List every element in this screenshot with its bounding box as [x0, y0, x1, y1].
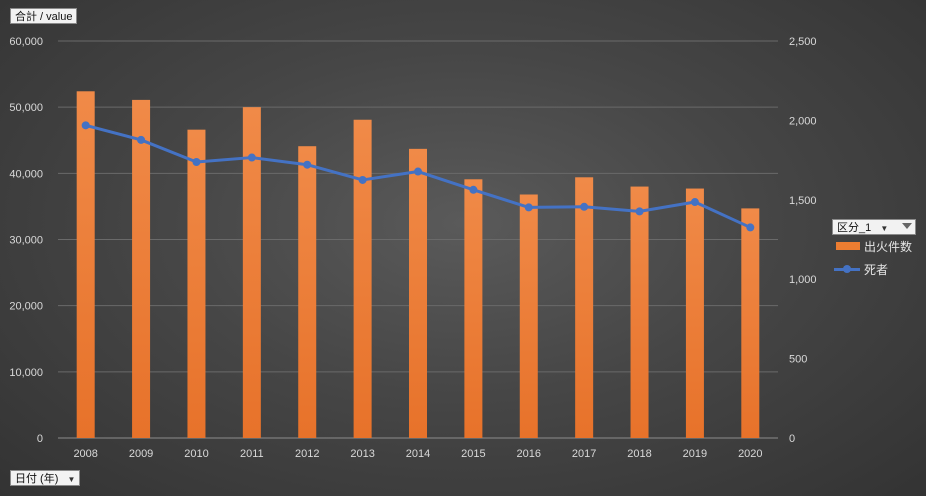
right-tick-label: 1,000: [789, 274, 817, 286]
x-tick-label: 2010: [184, 448, 208, 460]
x-tick-label: 2020: [738, 448, 762, 460]
dropdown-arrow-icon: ▼: [67, 475, 76, 484]
axis-field-button[interactable]: 日付 (年) ▼: [10, 470, 81, 486]
dropdown-arrow-icon: ▼: [880, 224, 889, 233]
legend-field-button[interactable]: 区分_1 ▼: [832, 219, 916, 235]
left-tick-label: 50,000: [9, 102, 43, 114]
point-2010: [192, 158, 201, 167]
bar-2009: [132, 99, 151, 438]
point-2015: [469, 185, 478, 194]
bar-2012: [298, 146, 317, 438]
left-tick-label: 30,000: [9, 235, 43, 247]
bar-2017: [575, 177, 594, 438]
x-tick-label: 2016: [517, 448, 541, 460]
right-axis-ticks: 0 500 1,000 1,500 2,000 2,500: [789, 36, 817, 445]
left-tick-label: 10,000: [9, 367, 43, 379]
bar-2015: [464, 179, 483, 438]
x-tick-label: 2019: [683, 448, 707, 460]
bar-2020: [741, 208, 760, 438]
bar-2011: [242, 107, 261, 439]
bar-2010: [187, 129, 206, 438]
x-tick-label: 2013: [350, 448, 374, 460]
x-tick-label: 2015: [461, 448, 485, 460]
point-2016: [524, 203, 533, 212]
x-tick-label: 2011: [240, 448, 264, 460]
bar-2013: [353, 119, 372, 438]
legend-label-fires: 出火件数: [864, 240, 913, 254]
right-tick-label: 2,500: [789, 36, 817, 48]
x-tick-label: 2008: [73, 448, 97, 460]
right-tick-label: 0: [789, 433, 795, 445]
x-tick-label: 2018: [627, 448, 651, 460]
x-axis-ticks: 2008 2009 2010 2011 2012 2013 2014 2015 2016 2017…: [73, 448, 762, 460]
x-tick-label: 2009: [129, 448, 153, 460]
point-2018: [635, 207, 644, 216]
bar-2016: [519, 194, 538, 438]
bar-2008: [76, 91, 95, 438]
bar-2019: [685, 188, 704, 438]
point-2009: [137, 135, 146, 144]
bar-series: [76, 91, 760, 439]
point-2019: [690, 198, 699, 207]
right-tick-label: 2,000: [789, 115, 817, 127]
point-2014: [414, 167, 422, 176]
marker-swatch-icon: [843, 265, 851, 273]
bar-swatch-icon: [836, 242, 860, 250]
x-tick-label: 2012: [295, 448, 319, 460]
left-tick-label: 20,000: [9, 301, 43, 313]
left-axis-ticks: 0 10,000 20,000 30,000 40,000 50,000 60,000: [9, 36, 43, 445]
left-tick-label: 40,000: [9, 168, 43, 180]
value-field-label: 合計 / value: [15, 11, 73, 23]
point-2008: [81, 121, 90, 130]
line-series: [81, 121, 755, 232]
legend-label-deaths: 死者: [864, 263, 889, 277]
point-2012: [303, 160, 312, 169]
point-2011: [247, 153, 256, 162]
left-tick-label: 60,000: [9, 36, 43, 48]
point-2013: [358, 175, 367, 184]
point-2017: [580, 202, 589, 211]
right-tick-label: 500: [789, 354, 807, 366]
bar-2018: [630, 186, 649, 438]
x-tick-label: 2017: [572, 448, 596, 460]
value-field-button[interactable]: 合計 / value: [10, 8, 78, 24]
left-tick-label: 0: [37, 433, 43, 445]
axis-field-label: 日付 (年): [15, 473, 59, 485]
point-2020: [746, 223, 755, 232]
filter-icon: [902, 223, 912, 229]
bar-2014: [409, 148, 427, 438]
x-tick-label: 2014: [406, 448, 430, 460]
right-tick-label: 1,500: [789, 195, 817, 207]
legend-field-label: 区分_1: [837, 222, 872, 234]
